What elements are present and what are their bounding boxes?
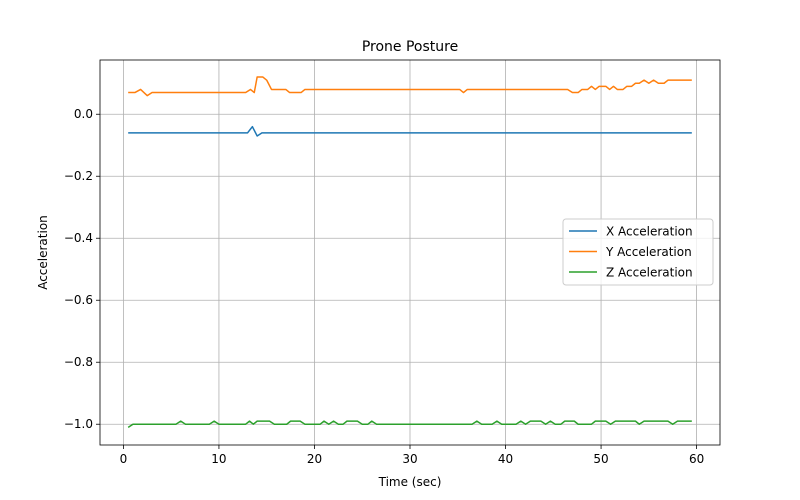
x-tick-label: 20 bbox=[307, 452, 322, 466]
series-line-x bbox=[128, 125, 692, 137]
y-tick-label: −0.4 bbox=[64, 231, 93, 245]
x-tick-label: 10 bbox=[211, 452, 226, 466]
x-tick-label: 60 bbox=[689, 452, 704, 466]
y-axis-ticks: −1.0 −0.8 −0.6 −0.4 −0.2 0.0 bbox=[64, 107, 100, 431]
y-tick-label: −0.2 bbox=[64, 169, 93, 183]
x-tick-label: 30 bbox=[402, 452, 417, 466]
x-tick-label: 0 bbox=[120, 452, 128, 466]
y-axis-label: Acceleration bbox=[36, 215, 50, 290]
x-axis-label: Time (sec) bbox=[378, 475, 442, 489]
y-tick-label: 0.0 bbox=[74, 107, 93, 121]
y-tick-label: −0.6 bbox=[64, 293, 93, 307]
x-tick-label: 40 bbox=[498, 452, 513, 466]
legend-box bbox=[562, 218, 714, 286]
x-tick-label: 50 bbox=[593, 452, 608, 466]
x-axis-ticks: 0 10 20 30 40 50 60 bbox=[120, 445, 704, 466]
plot-series bbox=[127, 76, 692, 428]
legend-label-z: Z Acceleration bbox=[606, 266, 693, 280]
y-tick-label: −1.0 bbox=[64, 417, 93, 431]
series-line-y bbox=[128, 76, 692, 97]
legend: X Acceleration Y Acceleration Z Accelerati… bbox=[562, 218, 714, 286]
y-tick-label: −0.8 bbox=[64, 355, 93, 369]
legend-label-x: X Acceleration bbox=[606, 225, 693, 239]
series-line-z bbox=[127, 420, 692, 428]
chart-title: Prone Posture bbox=[362, 39, 458, 55]
legend-label-y: Y Acceleration bbox=[605, 245, 692, 259]
